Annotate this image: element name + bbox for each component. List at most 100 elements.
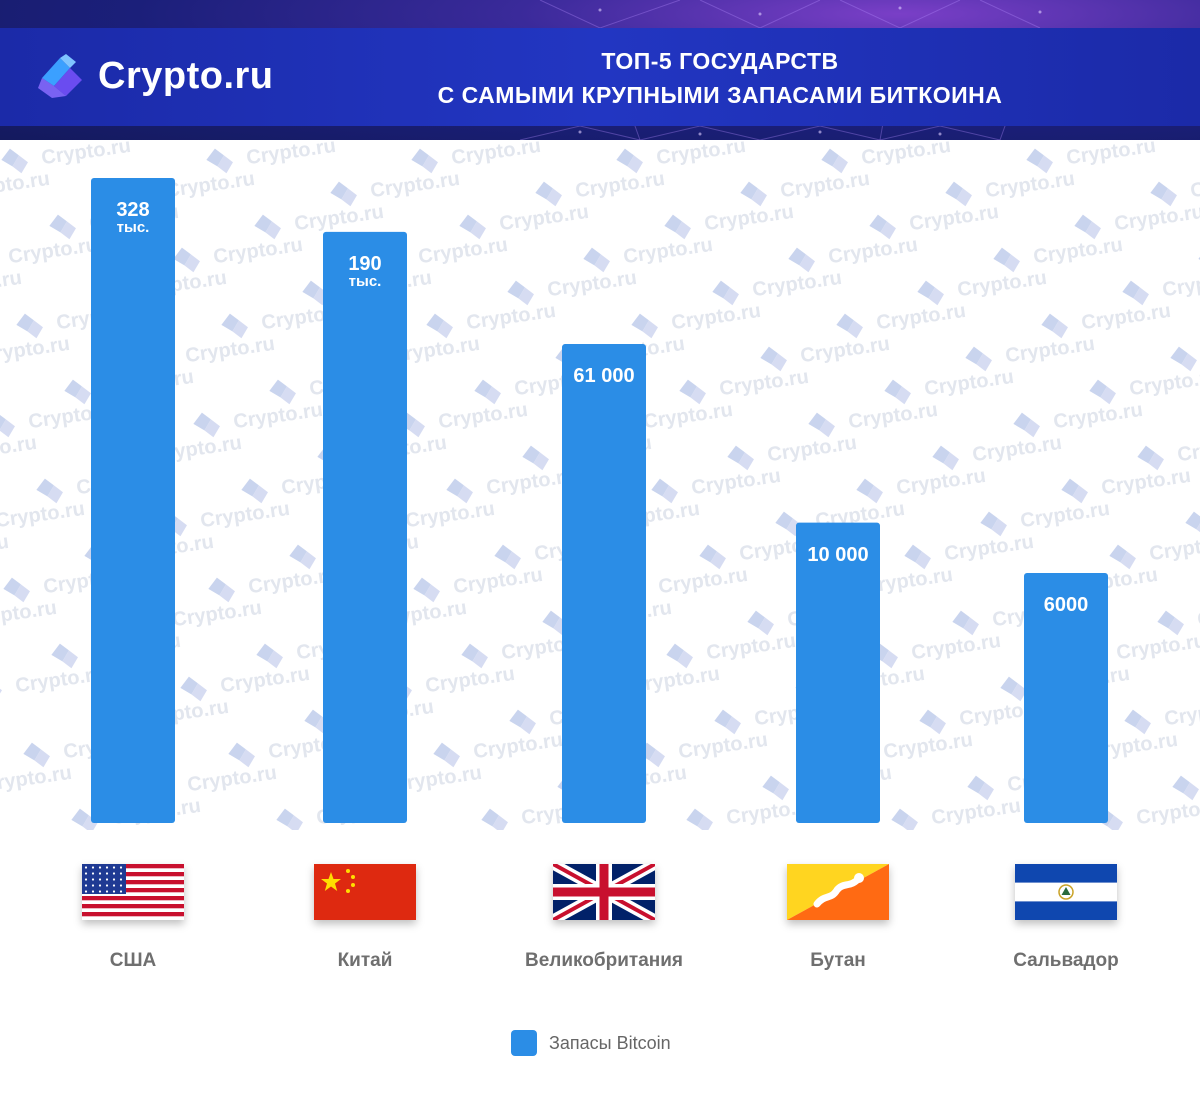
watermark-logo-icon [686, 808, 704, 827]
watermark-logo-icon [542, 610, 560, 629]
watermark-logo-icon [1122, 280, 1140, 299]
watermark-logo-icon [276, 808, 294, 827]
watermark-logo-icon [221, 313, 239, 332]
watermark-logo-icon [740, 181, 758, 200]
watermark-logo-icon [651, 478, 669, 497]
title-line-1: ТОП-5 ГОСУДАРСТВ [601, 48, 839, 74]
china-flag-icon [314, 864, 416, 920]
bar-4 [1024, 573, 1108, 823]
bhutan-flag-icon [787, 864, 889, 920]
watermark-logo-icon [1137, 445, 1155, 464]
watermark-logo-icon [856, 478, 874, 497]
watermark-logo-icon [714, 709, 732, 728]
watermark-logo-icon [411, 148, 429, 167]
bar-value-label: 61 000 [542, 366, 666, 386]
page-title: ТОП-5 ГОСУДАРСТВ С САМЫМИ КРУПНЫМИ ЗАПАС… [360, 44, 1080, 112]
watermark-logo-icon [461, 643, 479, 662]
bar-value-label: 10 000 [776, 545, 900, 565]
watermark-item: Crypto.ru [1170, 346, 1197, 372]
watermark-logo-icon [616, 148, 634, 167]
watermark-logo-icon [945, 181, 963, 200]
us-flag-icon [82, 864, 184, 920]
header-banner: Crypto.ru ТОП-5 ГОСУДАРСТВ С САМЫМИ КРУП… [0, 0, 1200, 140]
watermark-logo-icon [3, 577, 21, 596]
watermark-logo-icon [919, 709, 937, 728]
watermark-logo-icon [433, 742, 451, 761]
country-label: Сальвадор [1013, 950, 1119, 971]
watermark-logo-icon [1172, 775, 1190, 794]
watermark-logo-icon [208, 577, 226, 596]
watermark-logo-icon [631, 313, 649, 332]
watermark-logo-icon [1109, 544, 1127, 563]
watermark-logo-icon [304, 709, 322, 728]
bar-value-label: 328 тыс. [71, 200, 195, 236]
brand-logo[interactable]: Crypto.ru [36, 52, 274, 100]
watermark-logo-icon [36, 478, 54, 497]
watermark-logo-icon [535, 181, 553, 200]
watermark-logo-icon [206, 148, 224, 167]
watermark-logo-icon [509, 709, 527, 728]
watermark-logo-icon [228, 742, 246, 761]
watermark-logo-icon [808, 412, 826, 431]
watermark-logo-icon [712, 280, 730, 299]
brand-name: Crypto.ru [98, 54, 274, 97]
watermark-logo-icon [788, 247, 806, 266]
watermark-logo-icon [302, 280, 320, 299]
watermark-text: Crypto.ru [1189, 168, 1200, 202]
chart-legend: Запасы Bitcoin [511, 1030, 671, 1056]
bar-value-main: 328 [116, 199, 150, 221]
country-label: Великобритания [524, 950, 684, 971]
uk-flag-icon [550, 859, 658, 925]
watermark-logo-icon [173, 247, 191, 266]
watermark-logo-icon [193, 412, 211, 431]
watermark-logo-icon [16, 313, 34, 332]
watermark-item: Crypto.ru [0, 531, 10, 565]
watermark-logo-icon [256, 643, 274, 662]
watermark-logo-icon [474, 379, 492, 398]
watermark-logo-icon [1157, 610, 1175, 629]
legend-label: Запасы Bitcoin [549, 1032, 671, 1053]
watermark-logo-icon [49, 214, 67, 233]
bar-value-main: 6000 [1043, 594, 1089, 616]
watermark-logo-icon [1150, 181, 1168, 200]
watermark-logo-icon [727, 445, 745, 464]
watermark-logo-icon [459, 214, 477, 233]
watermark-logo-icon [664, 214, 682, 233]
watermark-logo-icon [952, 610, 970, 629]
watermark-logo-icon [836, 313, 854, 332]
watermark-logo-icon [446, 478, 464, 497]
watermark-item: Crypto.ru [1185, 511, 1200, 537]
watermark-logo-icon [1000, 676, 1018, 695]
crypto-logo-icon [38, 54, 82, 98]
watermark-logo-icon [23, 742, 41, 761]
watermark-logo-icon [1026, 148, 1044, 167]
watermark-logo-icon [507, 280, 525, 299]
watermark-logo-icon [413, 577, 431, 596]
country-label: Китай [337, 950, 393, 971]
watermark-logo-icon [1170, 346, 1188, 365]
watermark-logo-icon [980, 511, 998, 530]
watermark-item: Crypto.ru [1074, 201, 1200, 240]
watermark-logo-icon [965, 346, 983, 365]
watermark-logo-icon [583, 247, 601, 266]
watermark-logo-icon [1061, 478, 1079, 497]
watermark-logo-icon [254, 214, 272, 233]
watermark-logo-icon [1074, 214, 1092, 233]
watermark-logo-icon [904, 544, 922, 563]
watermark-item: Crypto.ru [1150, 168, 1200, 207]
watermark-logo-icon [241, 478, 259, 497]
watermark-logo-icon [747, 610, 765, 629]
bar-value-label: 190 тыс. [303, 254, 427, 290]
bar-2 [562, 344, 646, 823]
bar-1 [323, 231, 407, 824]
bar-value-main: 10 000 [807, 543, 869, 566]
watermark-logo-icon [762, 775, 780, 794]
bar-value-unit: тыс. [116, 219, 150, 236]
watermark-logo-icon [821, 148, 839, 167]
title-line-2: С САМЫМИ КРУПНЫМИ ЗАПАСАМИ БИТКОИНА [437, 82, 1003, 108]
watermark-logo-icon [494, 544, 512, 563]
country-label: Бутан [810, 950, 866, 971]
watermark-logo-icon [522, 445, 540, 464]
country-label: США [109, 950, 157, 971]
watermark-logo-icon [269, 379, 287, 398]
